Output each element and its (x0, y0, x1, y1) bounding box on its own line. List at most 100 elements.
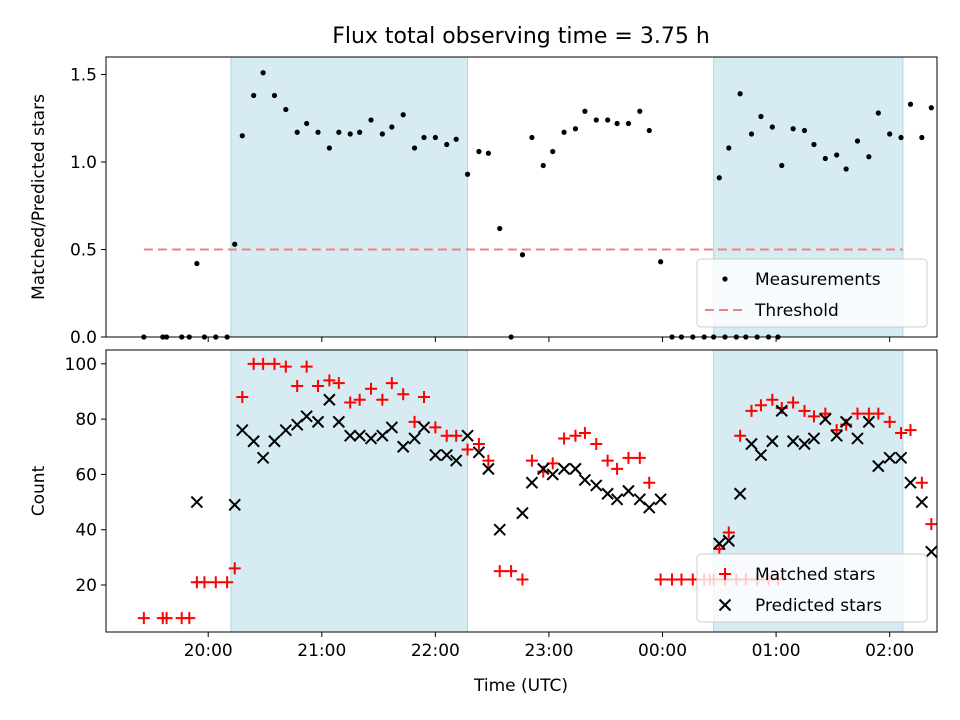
matched-star-point (819, 407, 832, 420)
predicted-star-point (862, 415, 876, 429)
predicted-star-point (247, 435, 260, 448)
predicted-star-point (557, 462, 571, 476)
matched-star-point (643, 476, 656, 489)
predicted-star-point (396, 440, 410, 453)
measurement-point (758, 113, 764, 120)
predicted-star-point (872, 459, 885, 473)
predicted-star-point (311, 415, 325, 429)
legend-label: Matched stars (755, 565, 875, 585)
matched-star-point (787, 396, 800, 409)
matched-star-point (654, 573, 667, 586)
measurement-point (854, 138, 861, 144)
predicted-star-point (622, 484, 635, 498)
matched-star-point (569, 429, 582, 442)
predicted-star-point (525, 476, 539, 489)
measurement-point (347, 131, 353, 137)
predicted-star-point (601, 487, 614, 500)
matched-star-point (745, 404, 758, 417)
matched-star-point (228, 562, 241, 575)
predicted-star-point (516, 506, 529, 520)
predicted-star-point (894, 451, 908, 465)
measurement-point (194, 260, 200, 267)
measurement-point (315, 129, 321, 135)
measurement-point (887, 131, 893, 137)
predicted-star-point (722, 534, 735, 547)
predicted-star-point (775, 404, 788, 418)
predicted-star-point (256, 451, 270, 465)
predicted-star-point (786, 435, 800, 448)
matched-star-point (344, 396, 357, 409)
legend-label: Threshold (754, 301, 839, 321)
x-tick-label: 01:00 (752, 641, 801, 661)
measurement-point (790, 126, 796, 132)
predicted-star-point (766, 435, 779, 448)
x-tick-label: 00:00 (638, 641, 687, 661)
measurement-point (400, 112, 406, 118)
matched-star-point (323, 374, 336, 387)
measurement-point (737, 91, 743, 97)
measurement-point (898, 134, 904, 141)
matched-star-point (516, 573, 529, 586)
predicted-star-point (713, 537, 726, 550)
matched-star-point (365, 382, 378, 395)
matched-star-point (493, 565, 506, 578)
matched-star-point (872, 407, 885, 420)
measurement-point (801, 127, 808, 134)
measurement-point (822, 155, 828, 162)
measurement-point (411, 145, 418, 151)
matched-star-point (734, 429, 747, 442)
predicted-star-point (408, 432, 421, 445)
measurement-point (232, 241, 238, 247)
matched-star-point (257, 357, 270, 370)
predicted-star-point (819, 412, 832, 426)
measurement-point (716, 175, 722, 181)
matched-star-point (198, 576, 211, 589)
matched-star-point (482, 454, 495, 467)
measurement-point (875, 110, 881, 116)
predicted-star-point (733, 487, 747, 500)
matched-star-point (925, 518, 938, 531)
matched-star-point (472, 438, 485, 450)
matched-star-point (450, 429, 463, 442)
predicted-star-point (830, 429, 843, 442)
matched-star-point (611, 462, 624, 475)
matched-star-point (429, 421, 442, 434)
matched-star-point (622, 451, 635, 464)
matched-star-point (633, 451, 646, 464)
matched-star-point (397, 388, 410, 401)
matched-star-point (312, 379, 325, 392)
legend-matched-swatch (719, 568, 731, 580)
predicted-star-point (537, 462, 550, 476)
predicted-star-point (385, 421, 399, 434)
measurement-point (294, 129, 300, 135)
y-axis-label: Matched/Predicted stars (29, 94, 49, 300)
matched-star-point (895, 426, 908, 439)
measurement-point (769, 124, 775, 130)
matched-star-point (137, 612, 150, 625)
measurement-point (444, 141, 450, 148)
measurement-point (843, 166, 849, 172)
measurement-point (919, 134, 925, 141)
y-tick-label: 100 (65, 355, 97, 375)
measurement-point (357, 129, 363, 135)
predicted-star-point (578, 473, 592, 487)
matched-star-point (766, 393, 779, 406)
measurement-point (582, 108, 588, 114)
matched-star-point (830, 424, 843, 437)
measurement-point (572, 126, 579, 132)
measurement-point (260, 70, 266, 76)
matched-star-point (722, 526, 735, 539)
predicted-star-point (228, 498, 241, 512)
predicted-star-point (904, 476, 917, 489)
predicted-star-point (643, 501, 656, 514)
measurement-point (389, 124, 395, 130)
matched-star-point (601, 454, 614, 467)
predicted-star-point (798, 437, 811, 451)
predicted-star-point (472, 446, 486, 459)
x-tick-label: 21:00 (297, 641, 346, 661)
matched-star-point (904, 424, 917, 437)
matched-star-point (291, 379, 304, 392)
top-panel-ratio: 0.0 0.5 1.0 1.5 Matched/Predicted stars Measu… (29, 56, 938, 348)
measurement-point (519, 252, 526, 258)
predicted-star-point (546, 468, 559, 481)
